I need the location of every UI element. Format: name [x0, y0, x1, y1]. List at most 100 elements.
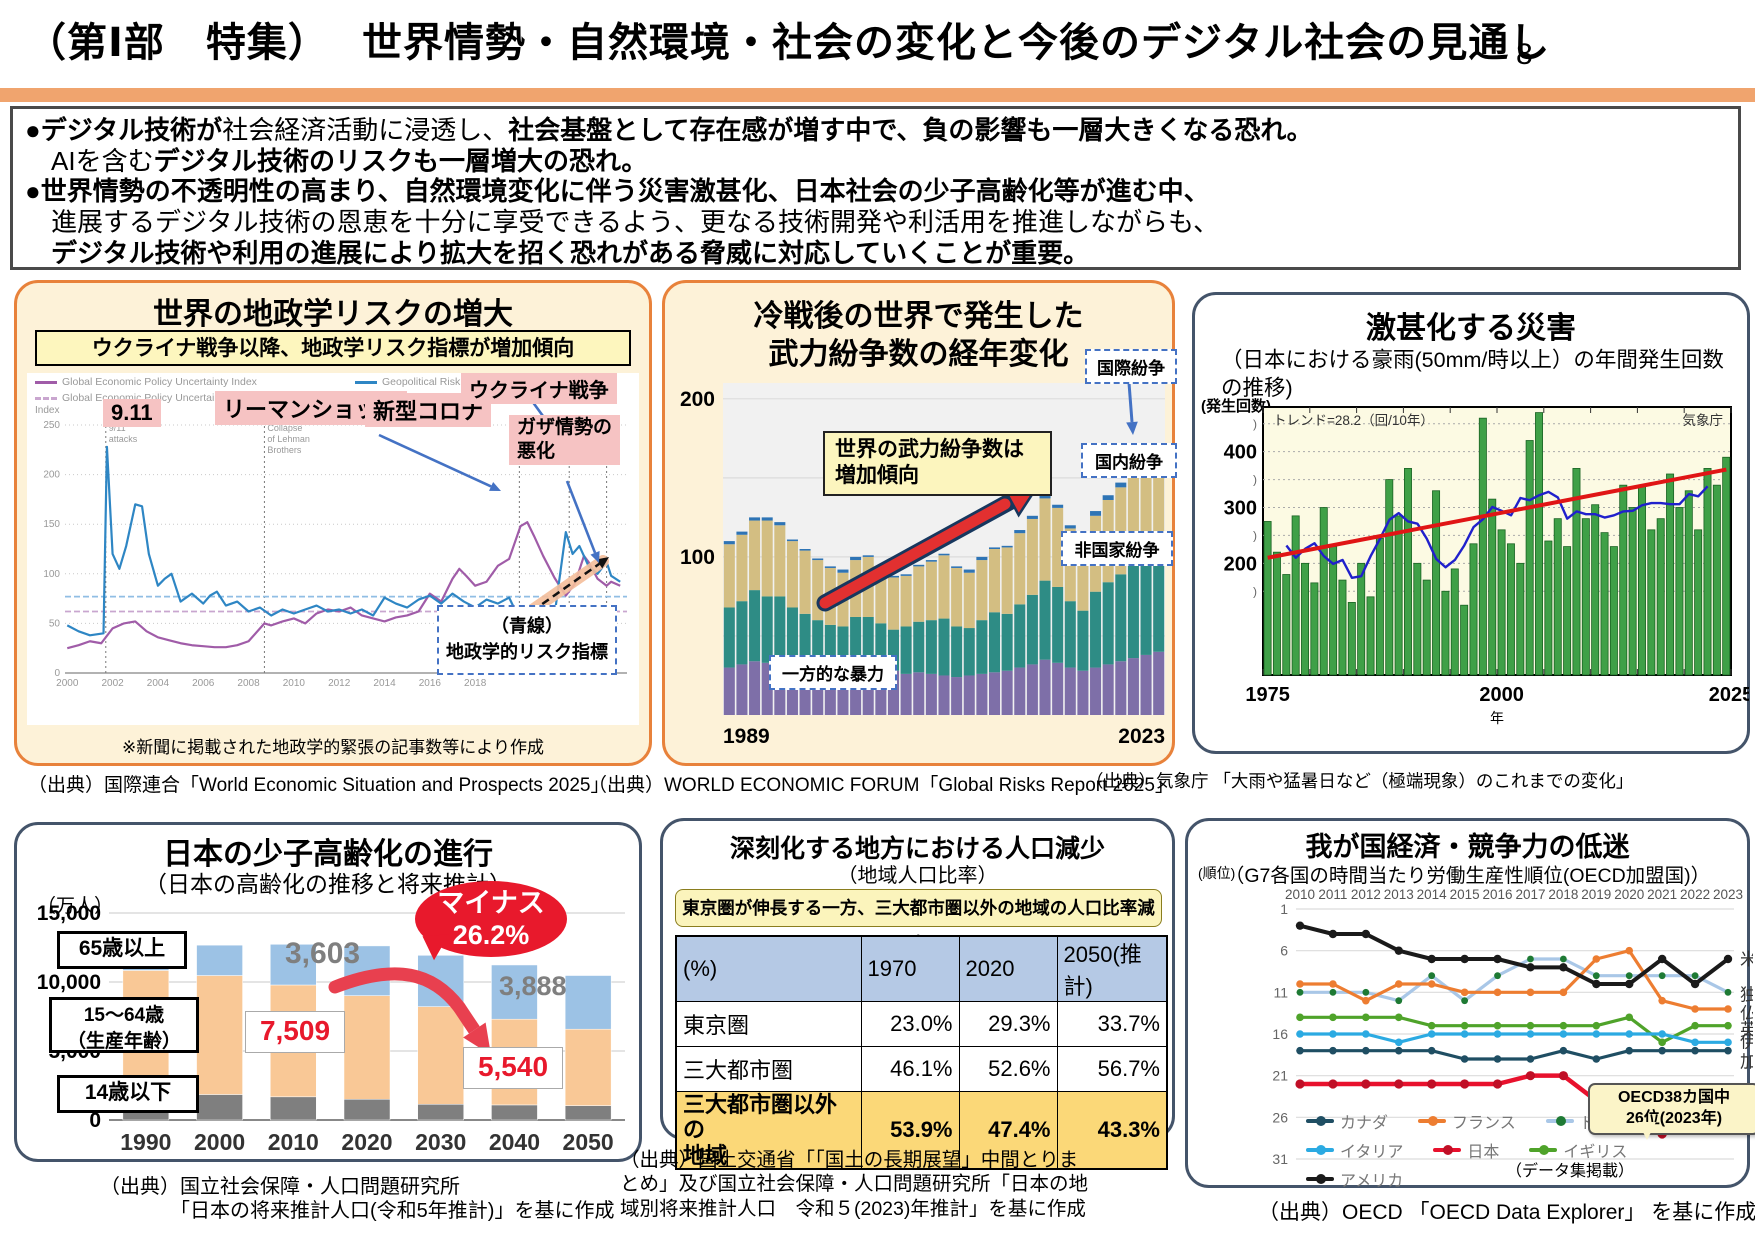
- svg-text:仏: 仏: [1740, 1004, 1753, 1023]
- table-cell: 52.6%: [958, 1046, 1058, 1092]
- svg-text:2000: 2000: [1479, 684, 1524, 706]
- svg-text:2016: 2016: [419, 678, 442, 689]
- svg-text:): ): [1253, 473, 1257, 487]
- table-row: 三大都市圏 46.1% 52.6% 56.7%: [675, 1046, 1168, 1092]
- summary-box: ●デジタル技術が社会経済活動に浸透し、社会基盤として存在感が増す中で、負の影響も…: [10, 106, 1741, 270]
- table-row-label: 三大都市圏: [675, 1046, 862, 1092]
- source-geo: （出典）国際連合「World Economic Situation and Pr…: [28, 775, 610, 796]
- table-cell: 56.7%: [1056, 1046, 1168, 1092]
- source-regional: （出典）国土交通省「「国土の長期展望」中間とりまとめ」及び国立社会保障・人口問題…: [620, 1149, 1089, 1220]
- header-accent-band: [0, 88, 1755, 102]
- panel-subtitle: （G7各国の時間当たり労働生産性順位(OECD加盟国)）: [1224, 865, 1711, 887]
- svg-text:2014: 2014: [1417, 887, 1448, 902]
- panel-title: 世界の地政学リスクの増大: [153, 298, 513, 331]
- label-working: 15〜64歳 （生産年齢）: [49, 997, 199, 1053]
- bubble-line: マイナス: [437, 887, 545, 918]
- source-conflict: （出典）WORLD ECONOMIC FORUM「Global Risks Re…: [588, 775, 1174, 796]
- svg-text:400: 400: [1224, 442, 1257, 464]
- svg-text:2025: 2025: [1709, 684, 1749, 706]
- panel-title: 深刻化する地方における人口減少: [729, 835, 1105, 863]
- svg-text:21: 21: [1272, 1068, 1288, 1084]
- panel-disasters: 激甚化する災害 （日本における豪雨(50mm/時以上）の年間発生回数の推移) (…: [1192, 292, 1750, 754]
- svg-text:250: 250: [43, 420, 60, 431]
- svg-text:2023: 2023: [1118, 725, 1165, 748]
- svg-text:2020: 2020: [341, 1129, 392, 1155]
- source-aging-1: （出典）国立社会保障・人口問題研究所: [100, 1176, 460, 1198]
- svg-text:2000: 2000: [56, 678, 79, 689]
- panel-title: 我が国経済・競争力の低迷: [1305, 832, 1630, 862]
- page-title: （第Ⅰ部 特集） 世界情勢・自然環境・社会の変化と今後のデジタル社会の見通し: [26, 21, 1551, 65]
- legend-swatch: [35, 396, 57, 400]
- summary-line: デジタル技術や利用の進展により拡大を招く恐れがある脅威に対応していくことが重要。: [25, 237, 1090, 268]
- summary-line: ●世界情勢の不透明性の高まり、自然環境変化に伴う災害激甚化、日本社会の少子高齢化…: [25, 176, 1210, 207]
- value-2050-over65: 3,888: [499, 971, 567, 1001]
- geo-note: ※新聞に掲載された地政学的緊張の記事数等により作成: [122, 738, 544, 757]
- label-over65: 65歳以上: [57, 931, 187, 969]
- svg-text:200: 200: [43, 470, 60, 481]
- svg-text:2017: 2017: [1515, 887, 1545, 902]
- svg-text:): ): [1253, 584, 1257, 598]
- table-row-label: 三大都市圏以外の 地域: [675, 1090, 862, 1170]
- table-row: 三大都市圏以外の 地域 53.9% 47.4% 43.3%: [675, 1090, 1168, 1170]
- value-2050-working: 5,540: [463, 1047, 563, 1089]
- svg-text:2000: 2000: [194, 1129, 245, 1155]
- bluebox-line: 地政学的リスク指標: [446, 642, 608, 663]
- panel-regional-population: 深刻化する地方における人口減少 （地域人口比率） 東京圏が伸長する一方、三大都市…: [660, 818, 1175, 1170]
- geo-banner: ウクライナ戦争以降、地政学リスク指標が増加傾向: [35, 330, 631, 366]
- source-disaster: （出典）気象庁 「大雨や猛暑日など（極端現象）のこれまでの変化」: [1086, 771, 1634, 791]
- annotation-911: 9.11: [103, 399, 161, 427]
- svg-text:2011: 2011: [1318, 887, 1347, 902]
- g7-ylabel: (順位): [1198, 865, 1236, 881]
- svg-text:2050: 2050: [563, 1129, 614, 1155]
- svg-text:2010: 2010: [283, 678, 306, 689]
- svg-text:1990: 1990: [120, 1129, 171, 1155]
- value-2020-working: 7,509: [245, 1011, 345, 1053]
- label-under14: 14歳以下: [57, 1075, 199, 1113]
- svg-text:2021: 2021: [1647, 887, 1677, 902]
- page-number: 8: [1516, 38, 1533, 71]
- panel-aging: 日本の少子高齢化の進行 （日本の高齢化の推移と将来推計） （万人） 05,000…: [14, 822, 642, 1162]
- svg-text:2022: 2022: [1680, 887, 1710, 902]
- svg-text:2008: 2008: [237, 678, 260, 689]
- label-interstate: 国際紛争: [1085, 349, 1177, 384]
- regional-note: 東京圏が伸長する一方、三大都市圏以外の地域の人口比率減少: [675, 889, 1162, 954]
- table-cell: 29.3%: [958, 1001, 1058, 1047]
- callout-line: 増加傾向: [835, 464, 919, 488]
- svg-text:100: 100: [43, 569, 60, 580]
- panel-g7-productivity: 我が国経済・競争力の低迷 （G7各国の時間当たり労働生産性順位(OECD加盟国)…: [1185, 818, 1755, 1190]
- table-cell: 33.7%: [1056, 1001, 1168, 1047]
- table-cell: 47.4%: [958, 1090, 1058, 1170]
- legend-swatch: [35, 380, 57, 384]
- g7-note: （データ集掲載）: [1506, 1163, 1635, 1180]
- svg-text:年: 年: [1490, 710, 1504, 726]
- svg-text:1975: 1975: [1245, 684, 1290, 706]
- svg-text:2006: 2006: [192, 678, 215, 689]
- svg-text:200: 200: [680, 388, 715, 411]
- label-working-line: （生産年齢）: [66, 1030, 181, 1052]
- disaster-bar-chart: )))) 200 300 400 トレンド=28.2（回/10年） 気象庁 1975 2000…: [1224, 406, 1749, 726]
- svg-text:伊: 伊: [1740, 1032, 1753, 1051]
- aging-ylabel: （万人）: [37, 896, 114, 917]
- source-g7: （出典）OECD 「OECD Data Explorer」 を基に作成: [1258, 1201, 1755, 1224]
- conflict-callout: 世界の武力紛争数は 増加傾向: [823, 431, 1052, 496]
- label-intrastate: 国内紛争: [1081, 443, 1177, 478]
- svg-text:Index: Index: [35, 405, 59, 416]
- summary-lines: ●デジタル技術が社会経済活動に浸透し、社会基盤として存在感が増す中で、負の影響も…: [25, 115, 1726, 268]
- svg-text:2018: 2018: [1548, 887, 1578, 902]
- svg-text:独: 独: [1740, 985, 1753, 1004]
- svg-text:2014: 2014: [373, 678, 396, 689]
- svg-text:トレンド=28.2（回/10年）: トレンド=28.2（回/10年）: [1273, 413, 1434, 428]
- callout-line: 26位(2023年): [1625, 1109, 1723, 1127]
- svg-text:気象庁: 気象庁: [1683, 413, 1724, 428]
- panel-subtitle: （地域人口比率）: [837, 865, 998, 887]
- svg-text:2013: 2013: [1384, 887, 1414, 902]
- label-onesided: 一方的な暴力: [769, 655, 897, 690]
- svg-text:2010: 2010: [1285, 887, 1315, 902]
- table-header-cell: 2050(推計): [1056, 935, 1168, 1002]
- disaster-subtitle: （日本における豪雨(50mm/時以上）の年間発生回数の推移): [1221, 348, 1724, 400]
- svg-text:6: 6: [1280, 943, 1288, 959]
- bluebox-line: （青線）: [491, 616, 563, 636]
- table-header-cell: 2020: [958, 935, 1058, 1002]
- svg-text:300: 300: [1224, 498, 1257, 520]
